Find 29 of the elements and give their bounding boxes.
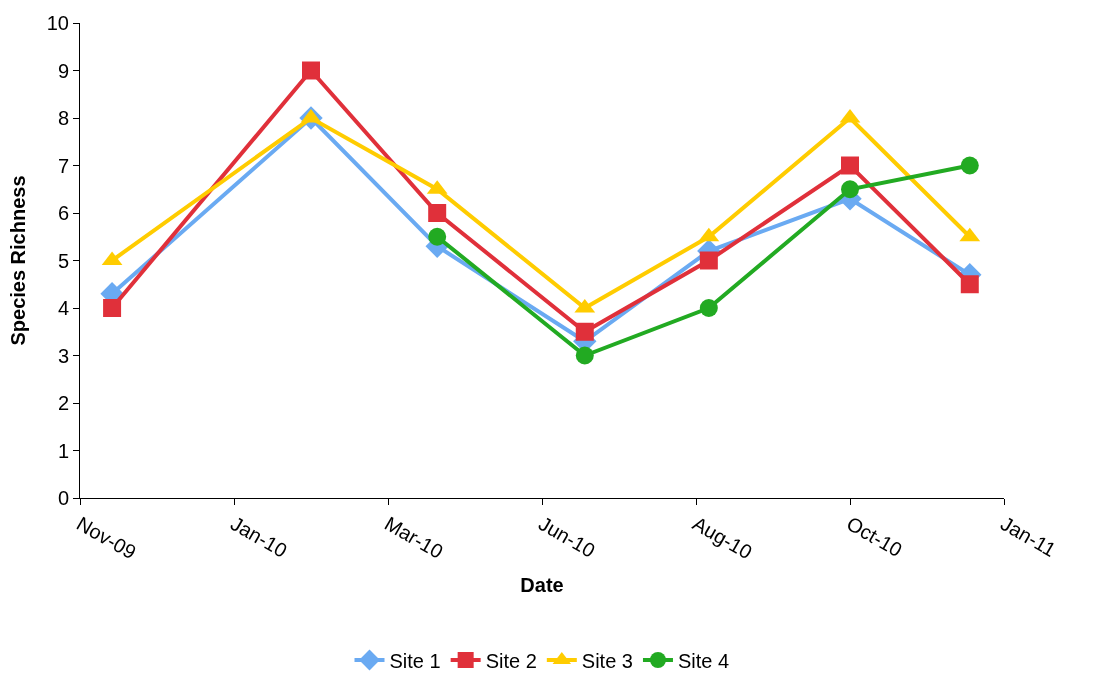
legend-label: Site 3 [581,649,633,672]
point [841,180,859,199]
point [428,204,447,222]
point [302,61,320,80]
point [428,227,447,246]
y-tick-label: 10 [46,12,69,34]
point [575,322,594,341]
point [699,299,718,317]
y-tick-label: 9 [57,59,69,82]
y-tick-label: 4 [57,297,69,319]
point [575,346,594,365]
y-tick-label: 1 [57,439,69,462]
y-tick-label: 7 [57,154,69,177]
legend-label: Site 4 [677,649,730,672]
y-tick-label: 5 [57,249,69,272]
y-tick-label: 2 [57,392,69,414]
y-tick-label: 8 [57,107,69,129]
y-tick-label: 3 [57,344,69,367]
point [841,156,859,175]
legend-label: Site 2 [485,649,537,672]
y-tick-label: 0 [57,487,69,509]
point [103,299,122,317]
legend-label: Site 1 [389,649,441,672]
point [960,275,979,294]
point [960,156,979,175]
y-tick-label: 6 [57,202,69,224]
point [699,251,718,270]
y-axis-title: Species Richness [7,175,30,346]
x-axis-title: Date [520,573,564,596]
